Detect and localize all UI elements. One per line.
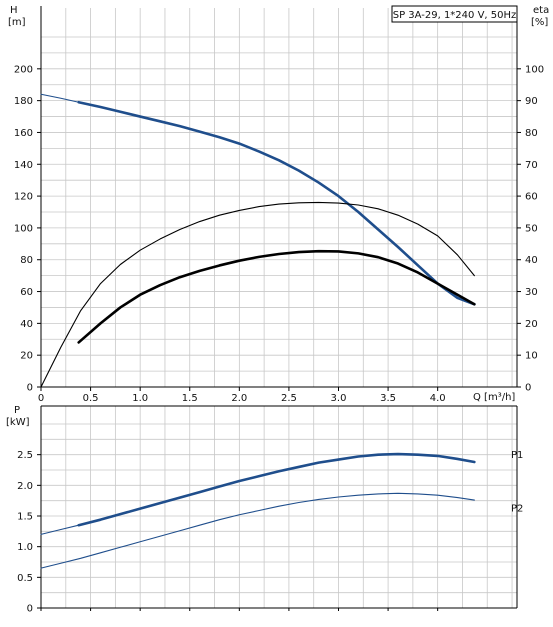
top-x-tick-label: 0 (38, 393, 44, 404)
top-right-tick-label: 40 (525, 255, 538, 266)
top-left-tick-label: 40 (20, 319, 33, 330)
top-x-tick-label: 3.0 (331, 393, 347, 404)
top-x-tick-label: 2.0 (231, 393, 247, 404)
top-left-tick-label: 60 (20, 287, 33, 298)
top-x-tick-label: 1.0 (132, 393, 148, 404)
bottom-left-tick-label: 1.0 (17, 542, 33, 553)
top-x-axis-label: Q [m³/h] (473, 392, 515, 403)
bottom-left-tick-label: 0.5 (17, 573, 33, 584)
top-left-tick-label: 20 (20, 351, 33, 362)
top-x-tick-label: 4.0 (430, 393, 446, 404)
top-right-tick-label: 30 (525, 287, 538, 298)
top-series-line-1 (77, 100, 476, 306)
title-box (391, 5, 518, 23)
top-left-tick-label: 140 (14, 160, 33, 171)
bottom-left-tick-label: 2.0 (17, 481, 33, 492)
top-series-line-2 (40, 201, 475, 388)
top-x-tick-label: 0.5 (83, 393, 99, 404)
top-right-tick-label: 0 (525, 383, 531, 394)
top-right-axis-unit: [%] (531, 17, 548, 28)
top-left-tick-label: 120 (14, 192, 33, 203)
top-right-tick-label: 60 (525, 192, 538, 203)
top-right-tick-label: 70 (525, 160, 538, 171)
top-series-line-0 (40, 93, 80, 103)
bottom-left-tick-label: 0 (27, 604, 33, 615)
bottom-series-line-1 (40, 524, 80, 535)
bottom-left-axis-label: P (14, 405, 20, 416)
top-right-tick-label: 100 (525, 64, 544, 75)
top-left-axis-unit: [m] (8, 17, 26, 28)
top-left-tick-label: 160 (14, 128, 33, 139)
bottom-series-line-2 (40, 492, 475, 569)
bottom-left-tick-label: 2.5 (17, 450, 33, 461)
top-right-tick-label: 80 (525, 128, 538, 139)
bottom-series-label-p1: P1 (511, 450, 523, 461)
top-right-tick-label: 10 (525, 351, 538, 362)
power-chart: 0 0.5 1.0 1.5 2.0 2.5 P[kW] P1 P2 (6, 405, 523, 615)
top-x-tick-label: 1.5 (182, 393, 198, 404)
top-right-tick-label: 50 (525, 223, 538, 234)
head-efficiency-chart: 0 20 40 60 80 100 120 140 160 180 200 0 10 20 30 40 50 60… (8, 5, 549, 404)
top-right-tick-label: 20 (525, 319, 538, 330)
top-right-axis-label: eta (533, 5, 549, 16)
top-x-tick-label: 3.5 (380, 393, 396, 404)
top-series-line-3 (77, 249, 476, 344)
top-left-tick-label: 80 (20, 255, 33, 266)
chart-title: SP 3A-29, 1*240 V, 50Hz (393, 10, 517, 21)
top-right-tick-label: 90 (525, 96, 538, 107)
top-left-axis-label: H (10, 5, 18, 16)
bottom-series-line-0 (77, 452, 476, 527)
bottom-series-label-p2: P2 (511, 504, 523, 515)
top-left-tick-label: 100 (14, 223, 33, 234)
bottom-left-axis-unit: [kW] (6, 417, 30, 428)
top-x-tick-label: 2.5 (281, 393, 297, 404)
top-left-tick-label: 0 (27, 383, 33, 394)
top-left-tick-label: 180 (14, 96, 33, 107)
bottom-left-tick-label: 1.5 (17, 512, 33, 523)
top-left-tick-label: 200 (14, 64, 33, 75)
